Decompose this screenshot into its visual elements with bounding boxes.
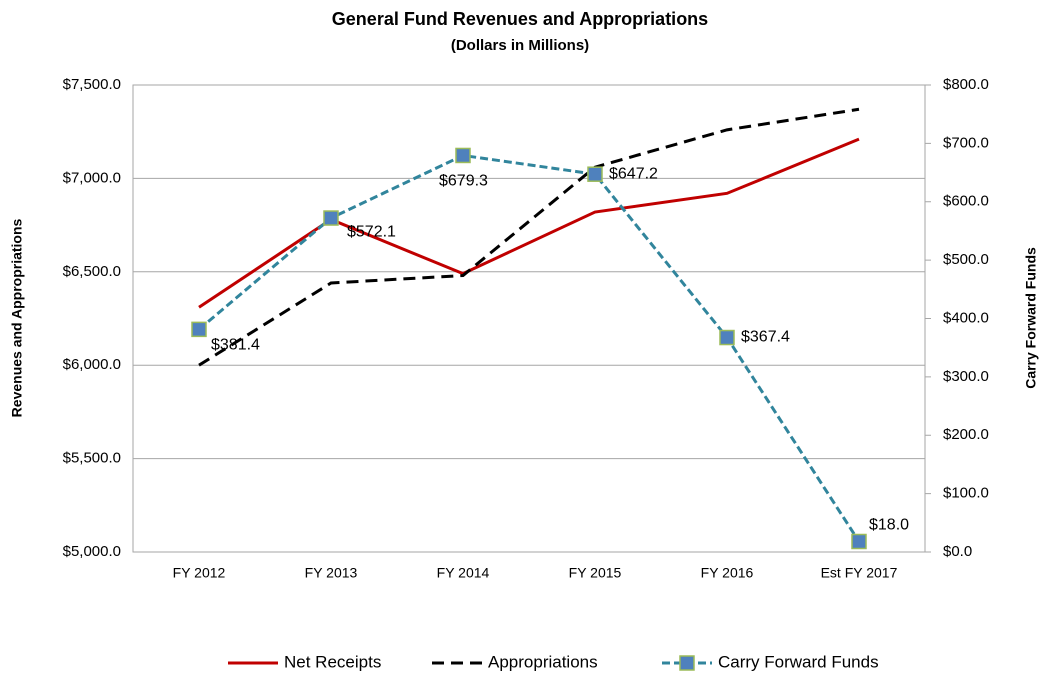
y-tick-label: $7,500.0 [63, 76, 121, 93]
x-tick-label: FY 2013 [305, 565, 358, 581]
y2-tick-label: $300.0 [943, 368, 989, 385]
x-tick-label: FY 2012 [173, 565, 226, 581]
y-tick-label: $5,000.0 [63, 543, 121, 560]
series-line [198, 137, 860, 309]
y2-tick-label: $400.0 [943, 309, 989, 326]
marker [587, 166, 603, 182]
chart-subtitle: (Dollars in Millions) [451, 37, 589, 54]
legend-label: Appropriations [488, 652, 598, 671]
y2-tick-label: $200.0 [943, 426, 989, 443]
data-label: $572.1 [347, 223, 396, 240]
x-tick-label: FY 2014 [437, 565, 490, 581]
data-label: $647.2 [609, 165, 658, 182]
y2-axis-title: Carry Forward Funds [1023, 247, 1039, 389]
marker [323, 210, 339, 226]
marker [851, 533, 867, 550]
data-label: $18.0 [869, 517, 909, 534]
y2-tick-label: $600.0 [943, 193, 989, 210]
y-tick-label: $6,500.0 [63, 263, 121, 280]
y-tick-label: $7,000.0 [63, 169, 121, 186]
x-tick-label: FY 2016 [701, 565, 754, 581]
y2-tick-label: $0.0 [943, 543, 972, 560]
series-line [198, 153, 861, 543]
marker [719, 329, 735, 346]
data-label: $367.4 [741, 329, 790, 346]
data-label: $381.4 [211, 337, 260, 354]
legend-marker [679, 655, 695, 671]
y2-tick-label: $500.0 [943, 251, 989, 268]
y2-tick-label: $800.0 [943, 76, 989, 93]
y2-tick-label: $100.0 [943, 485, 989, 502]
series-line [198, 107, 860, 367]
marker [455, 147, 471, 164]
y-tick-label: $6,000.0 [63, 356, 121, 373]
y-axis-title: Revenues and Appropriations [9, 218, 25, 417]
marker [191, 321, 207, 338]
data-label: $679.3 [439, 173, 488, 190]
legend-label: Carry Forward Funds [718, 652, 879, 671]
x-tick-label: FY 2015 [569, 565, 622, 581]
y-tick-label: $5,500.0 [63, 450, 121, 467]
plot-area [132, 84, 926, 553]
x-tick-label: Est FY 2017 [821, 565, 898, 581]
y2-tick-label: $700.0 [943, 134, 989, 151]
chart-title: General Fund Revenues and Appropriations [332, 9, 708, 29]
legend-label: Net Receipts [284, 652, 381, 671]
